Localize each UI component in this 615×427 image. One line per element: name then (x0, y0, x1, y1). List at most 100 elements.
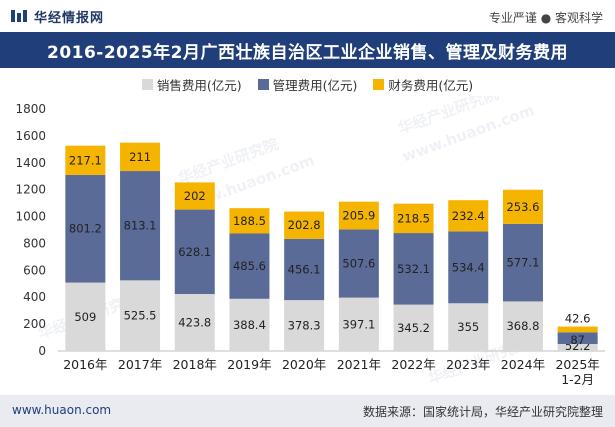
data-label: 507.6 (342, 256, 375, 270)
legend-item-finance: 财务费用(亿元) (373, 75, 473, 94)
y-tick-label: 1000 (15, 210, 46, 224)
bar-segment (120, 142, 161, 172)
bar-segment (174, 209, 215, 295)
bar-segment (174, 294, 215, 351)
x-tick-label: 2023年 (446, 357, 490, 372)
stacked-bar-chart: 华经产业研究院www.huaon.com华经产业研究院www.huaon.com… (15, 96, 605, 388)
y-tick-label: 800 (23, 236, 46, 250)
bar-segment (502, 189, 543, 224)
y-tick-label: 1400 (15, 156, 46, 170)
bar-segment (65, 282, 106, 351)
bar-segment (65, 145, 106, 175)
data-label: 423.8 (178, 316, 211, 330)
bar-segment (557, 343, 598, 351)
bar-segment (284, 238, 325, 301)
data-label: 532.1 (397, 262, 430, 276)
y-tick-label: 600 (23, 263, 46, 277)
bar-segment (393, 233, 434, 305)
y-tick-label: 0 (38, 344, 46, 358)
bar-segment (557, 326, 598, 333)
data-label: 813.1 (124, 219, 157, 233)
bar-segment (448, 303, 489, 351)
bar-segment (229, 233, 270, 299)
data-label: 368.8 (506, 319, 539, 333)
data-label: 211 (129, 150, 151, 164)
data-label: 378.3 (288, 319, 321, 333)
x-tick-label: 2018年 (173, 357, 217, 372)
footer-source: 数据来源：国家统计局，华经产业研究院整理 (362, 405, 603, 419)
bar-segment (338, 201, 379, 230)
brand: 华经情报网 (10, 7, 104, 26)
data-label: 577.1 (506, 256, 539, 270)
data-label: 232.4 (452, 209, 485, 223)
legend-item-sales: 销售费用(亿元) (141, 75, 242, 94)
x-tick-label: 2025年 (555, 357, 599, 372)
data-label: 355 (457, 320, 479, 334)
footer-website: www.huaon.com (12, 403, 112, 417)
data-label: 525.5 (124, 309, 157, 323)
data-label: 456.1 (288, 262, 321, 276)
data-label: 87 (570, 333, 585, 347)
data-label: 485.6 (233, 259, 266, 273)
bar-segment (229, 298, 270, 351)
x-tick-label: 1-2月 (561, 372, 594, 387)
bar-segment (448, 231, 489, 304)
legend-label-sales: 销售费用(亿元) (156, 77, 242, 93)
bar-segment (502, 301, 543, 351)
data-label: 388.4 (233, 318, 266, 332)
data-label: 253.6 (506, 200, 539, 214)
data-label: 509 (74, 310, 96, 324)
x-tick-label: 2024年 (501, 357, 545, 372)
legend-swatch-finance (373, 78, 385, 90)
bar-segment (393, 304, 434, 351)
bar-segment (120, 171, 161, 281)
bar-segment (229, 208, 270, 234)
bar-segment (174, 182, 215, 210)
bar-segment (448, 200, 489, 232)
data-label: 345.2 (397, 321, 430, 335)
data-label: 534.4 (452, 260, 485, 274)
x-tick-label: 2021年 (337, 357, 381, 372)
x-tick-label: 2019年 (227, 357, 271, 372)
bar-segment (120, 280, 161, 351)
y-tick-label: 200 (23, 317, 46, 331)
bar-segment (557, 332, 598, 344)
y-tick-label: 1800 (15, 102, 46, 116)
data-label: 397.1 (342, 317, 375, 331)
huajing-logo-icon (11, 10, 27, 22)
x-tick-label: 2020年 (282, 357, 326, 372)
legend: 销售费用(亿元) 管理费用(亿元) 财务费用(亿元) (0, 74, 615, 94)
data-label: 188.5 (233, 214, 266, 228)
y-tick-label: 1600 (15, 129, 46, 143)
data-label: 218.5 (397, 211, 430, 225)
data-label: 628.1 (178, 245, 211, 259)
data-label: 42.6 (565, 312, 591, 326)
x-tick-label: 2022年 (391, 357, 435, 372)
slogan: 专业严谨 ● 客观科学 (488, 11, 603, 25)
bar-segment (338, 229, 379, 298)
x-tick-label: 2016年 (63, 357, 107, 372)
data-label: 202 (184, 189, 206, 203)
x-tick-label: 2017年 (118, 357, 162, 372)
legend-label-management: 管理费用(亿元) (272, 77, 358, 93)
legend-label-finance: 财务费用(亿元) (388, 77, 474, 93)
bar-segment (338, 297, 379, 351)
bar-segment (284, 211, 325, 239)
data-label: 217.1 (69, 153, 102, 167)
bar-segment (65, 174, 106, 283)
data-label: 202.8 (288, 218, 321, 232)
legend-swatch-management (257, 78, 269, 90)
legend-item-management: 管理费用(亿元) (257, 75, 358, 94)
bar-segment (502, 223, 543, 302)
footer: www.huaon.com 数据来源：国家统计局，华经产业研究院整理 (0, 395, 615, 427)
top-bar: 华经情报网 专业严谨 ● 客观科学 (0, 0, 615, 32)
y-tick-label: 400 (23, 290, 46, 304)
data-label: 205.9 (342, 209, 375, 223)
y-tick-label: 1200 (15, 183, 46, 197)
title-bar: 2016-2025年2月广西壮族自治区工业企业销售、管理及财务费用 (0, 32, 615, 68)
chart-title: 2016-2025年2月广西壮族自治区工业企业销售、管理及财务费用 (46, 42, 568, 63)
bar-segment (284, 300, 325, 351)
brand-name: 华经情报网 (34, 10, 105, 26)
legend-swatch-sales (141, 78, 153, 90)
bar-segment (393, 203, 434, 234)
